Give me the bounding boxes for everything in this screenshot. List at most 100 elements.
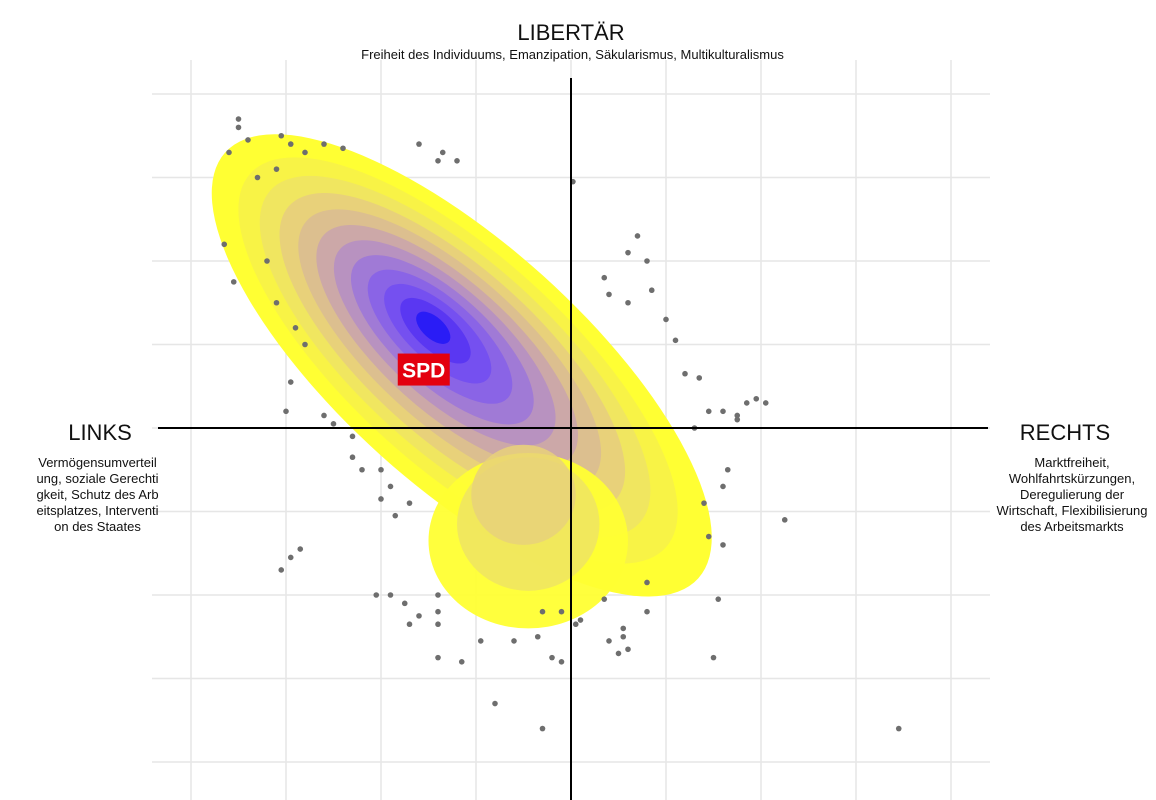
data-point bbox=[226, 149, 232, 156]
data-point bbox=[287, 379, 294, 385]
data-point bbox=[245, 137, 251, 143]
data-point bbox=[534, 633, 541, 640]
left-axis-title: LINKS bbox=[68, 420, 132, 445]
data-point bbox=[572, 621, 579, 628]
data-point bbox=[644, 258, 650, 264]
top-axis-subtitle: Freiheit des Individuums, Emanzipation, … bbox=[361, 47, 784, 62]
data-point bbox=[278, 132, 285, 139]
data-point bbox=[302, 149, 308, 156]
data-point bbox=[606, 638, 612, 644]
data-point bbox=[734, 416, 741, 423]
data-point bbox=[416, 613, 422, 619]
data-point bbox=[406, 621, 413, 628]
data-point bbox=[606, 291, 612, 298]
data-point bbox=[762, 400, 769, 406]
data-point bbox=[558, 659, 565, 665]
left-axis-description: Vermögensumverteilung, soziale Gerechtig… bbox=[36, 455, 159, 534]
data-point bbox=[273, 299, 280, 306]
data-point bbox=[435, 654, 441, 661]
data-point bbox=[283, 408, 289, 415]
data-point bbox=[625, 646, 631, 653]
data-point bbox=[401, 600, 408, 607]
data-points bbox=[221, 116, 902, 732]
data-point bbox=[715, 596, 722, 602]
data-point bbox=[710, 654, 717, 661]
data-point bbox=[539, 725, 546, 732]
data-point bbox=[416, 141, 422, 147]
data-point bbox=[558, 608, 565, 615]
data-point bbox=[292, 325, 299, 331]
data-point bbox=[330, 421, 337, 427]
top-axis-title: LIBERTÄR bbox=[517, 20, 625, 45]
data-point bbox=[705, 533, 712, 540]
data-point bbox=[644, 608, 650, 615]
data-point bbox=[264, 258, 270, 264]
data-point bbox=[549, 654, 555, 661]
density-contour-lobe bbox=[471, 444, 576, 545]
data-point bbox=[720, 483, 726, 490]
data-point bbox=[634, 233, 641, 239]
data-point bbox=[696, 375, 703, 381]
density-contours bbox=[211, 134, 712, 629]
data-point bbox=[321, 412, 327, 419]
data-point bbox=[387, 592, 394, 598]
data-point bbox=[601, 596, 608, 602]
spd-logo-label: SPD bbox=[402, 360, 445, 383]
right-axis-description: Marktfreiheit, Wohlfahrtskürzungen, Dere… bbox=[996, 455, 1148, 534]
party-marker: SPD bbox=[397, 353, 450, 386]
spd-logo-box bbox=[397, 353, 450, 386]
data-point bbox=[230, 279, 237, 285]
data-point bbox=[406, 500, 413, 506]
data-point bbox=[340, 145, 346, 152]
data-point bbox=[287, 554, 294, 561]
data-point bbox=[663, 316, 669, 323]
data-point bbox=[349, 433, 356, 440]
data-point bbox=[221, 241, 228, 248]
data-point bbox=[682, 370, 688, 377]
data-point bbox=[435, 592, 441, 598]
data-point bbox=[302, 341, 308, 348]
data-point bbox=[378, 466, 384, 473]
data-point bbox=[287, 141, 294, 147]
data-point bbox=[273, 166, 280, 172]
data-point bbox=[644, 579, 650, 586]
data-point bbox=[620, 633, 627, 640]
data-point bbox=[278, 567, 285, 573]
data-point bbox=[577, 617, 584, 623]
data-point bbox=[378, 496, 384, 502]
data-point bbox=[392, 512, 399, 519]
data-point bbox=[492, 700, 498, 707]
data-point bbox=[454, 158, 460, 164]
data-point bbox=[705, 408, 712, 415]
data-point bbox=[511, 638, 517, 644]
data-point bbox=[435, 158, 441, 164]
axes bbox=[158, 78, 988, 800]
data-point bbox=[297, 546, 304, 552]
data-point bbox=[743, 400, 750, 406]
data-point bbox=[781, 517, 788, 523]
data-point bbox=[254, 174, 261, 181]
data-point bbox=[439, 149, 446, 156]
data-point bbox=[235, 124, 242, 131]
data-point bbox=[235, 116, 242, 122]
right-axis-title: RECHTS bbox=[1019, 420, 1111, 445]
data-point bbox=[720, 408, 726, 415]
data-point bbox=[615, 650, 622, 657]
data-point bbox=[435, 608, 441, 615]
data-point bbox=[734, 412, 741, 419]
data-point bbox=[620, 625, 627, 632]
data-point bbox=[359, 466, 365, 473]
data-point bbox=[648, 287, 655, 294]
data-point bbox=[895, 725, 902, 732]
data-point bbox=[321, 141, 327, 147]
data-point bbox=[373, 592, 380, 598]
density-contour-level bbox=[416, 311, 451, 344]
data-point bbox=[387, 483, 394, 490]
data-point bbox=[625, 249, 631, 256]
data-point bbox=[625, 299, 631, 306]
data-point bbox=[701, 500, 707, 506]
data-point bbox=[724, 466, 731, 473]
data-point bbox=[720, 542, 726, 548]
data-point bbox=[753, 395, 760, 402]
